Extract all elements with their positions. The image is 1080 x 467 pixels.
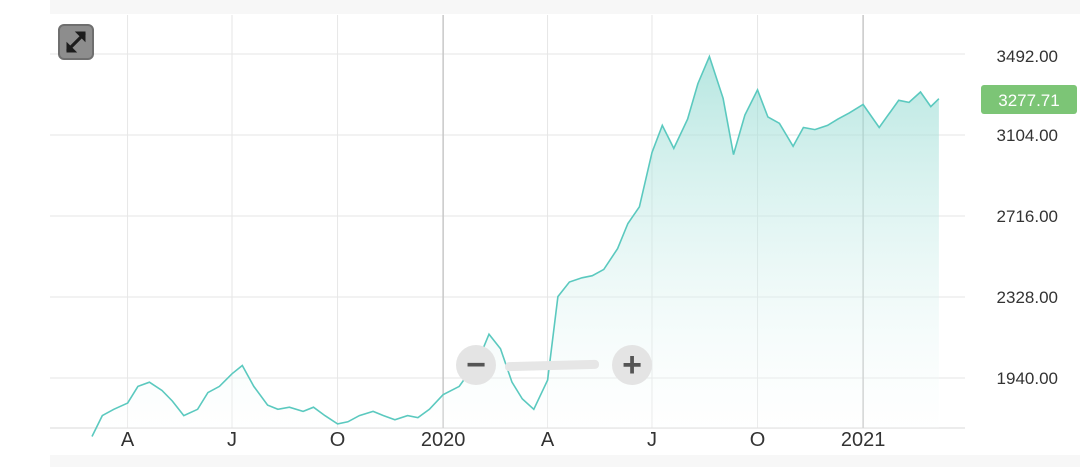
x-tick-label: A	[121, 429, 135, 451]
x-tick-label: A	[541, 429, 555, 451]
y-tick-label: 2716.00	[997, 207, 1058, 226]
x-tick-label: J	[647, 429, 657, 451]
area-fill	[92, 56, 939, 437]
x-tick-label: J	[227, 429, 237, 451]
y-tick-label: 2328.00	[997, 288, 1058, 307]
y-tick-label: 1940.00	[997, 369, 1058, 388]
x-tick-label: O	[750, 429, 766, 451]
current-value-badge: 3277.71	[981, 85, 1077, 114]
zoom-out-button[interactable]: −	[456, 345, 496, 385]
series-line	[91, 54, 940, 437]
y-tick-label: 3104.00	[997, 126, 1058, 145]
x-tick-label: 2020	[421, 429, 466, 451]
top-band	[50, 0, 1080, 14]
expand-button[interactable]	[58, 24, 94, 60]
x-tick-label: 2021	[841, 429, 886, 451]
y-tick-label: 3492.00	[997, 47, 1058, 66]
current-value-label: 3277.71	[998, 91, 1059, 110]
expand-arrows-icon	[66, 31, 86, 53]
y-axis-ticks: 1940.00 2328.00 2716.00 3104.00 3492.00	[997, 47, 1058, 388]
bottom-band	[50, 455, 1080, 467]
zoom-in-button[interactable]: +	[612, 345, 652, 385]
x-axis-ticks: A J O 2020 A J O 2021	[121, 429, 885, 451]
x-tick-label: O	[330, 429, 346, 451]
